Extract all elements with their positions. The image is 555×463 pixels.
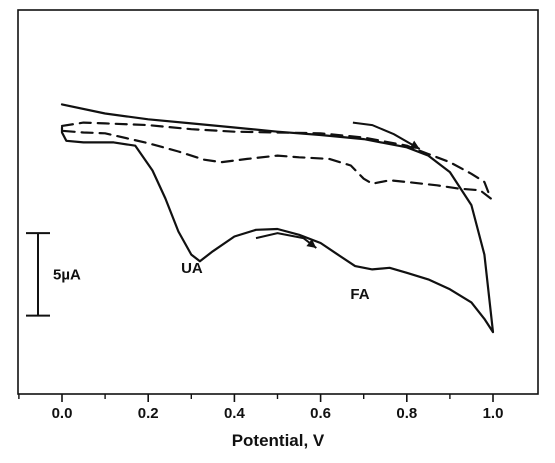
x-tick-label: 0.6 [310, 405, 331, 422]
plot-frame [17, 9, 539, 395]
arrow-head [306, 238, 317, 248]
peak-label-fa: FA [350, 286, 369, 303]
solid-curve [60, 103, 495, 334]
x-axis-title: Potential, V [232, 431, 325, 450]
arrow-head [409, 140, 420, 149]
x-tick-label: 1.0 [483, 405, 504, 422]
x-tick-label: 0.8 [396, 405, 417, 422]
x-tick-label: 0.0 [52, 405, 73, 422]
scale-bar-label: 5µA [53, 266, 81, 283]
dashed-curve [60, 121, 492, 200]
x-tick-label: 0.2 [138, 405, 159, 422]
scan-direction-arrow [352, 121, 421, 150]
peak-label-ua: UA [181, 260, 203, 277]
x-tick-label: 0.4 [224, 405, 246, 422]
